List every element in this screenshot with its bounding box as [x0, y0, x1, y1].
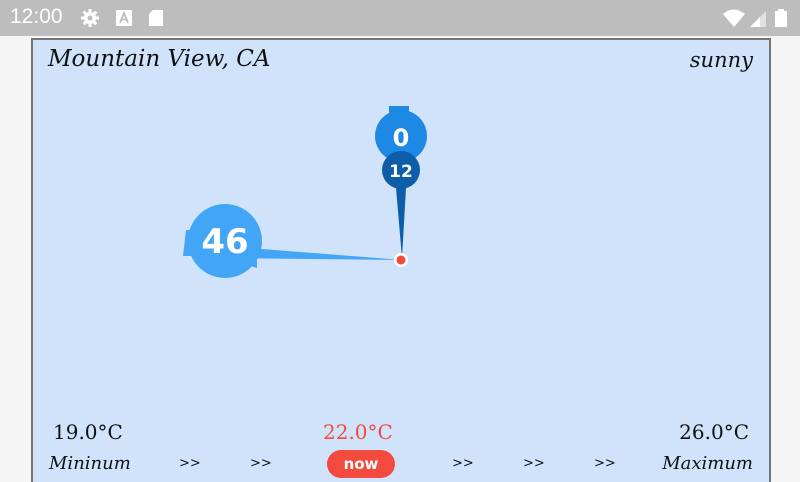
min-temp: 19.0°C [53, 420, 123, 444]
weather-condition: sunny [689, 48, 753, 72]
max-label: Maximum [662, 453, 753, 474]
minute-hand-cap [389, 106, 409, 114]
now-button[interactable]: now [327, 450, 395, 478]
hour-value: 12 [389, 162, 413, 182]
minute-hand-knob [375, 110, 427, 162]
status-bar: 12:00 [0, 0, 800, 36]
gear-icon [81, 9, 99, 27]
signal-icon [750, 11, 766, 27]
hour-hand-knob [382, 151, 420, 189]
battery-icon [775, 9, 787, 27]
second-value: 46 [201, 222, 248, 262]
status-time: 12:00 [10, 5, 63, 28]
location-title: Mountain View, CA [48, 46, 271, 72]
current-temp: 22.0°C [323, 420, 393, 444]
arrow-indicator: >> [452, 456, 474, 471]
second-hand [224, 246, 402, 260]
weather-panel: Mountain View, CA sunny 46 0 12 19.0°C 2… [31, 38, 771, 482]
second-hand-knob [188, 204, 262, 278]
gauge-pivot [396, 255, 406, 265]
arrow-indicator: >> [179, 456, 201, 471]
sd-card-icon [149, 10, 163, 26]
wifi-icon [723, 9, 745, 27]
gauge: 46 0 12 [183, 106, 427, 278]
min-label: Mininum [49, 453, 131, 474]
max-temp: 26.0°C [679, 420, 749, 444]
hour-hand [396, 188, 406, 258]
arrow-indicator: >> [523, 456, 545, 471]
a-badge-icon [116, 10, 132, 26]
arrow-indicator: >> [594, 456, 616, 471]
minute-value: 0 [393, 124, 410, 152]
arrow-indicator: >> [250, 456, 272, 471]
